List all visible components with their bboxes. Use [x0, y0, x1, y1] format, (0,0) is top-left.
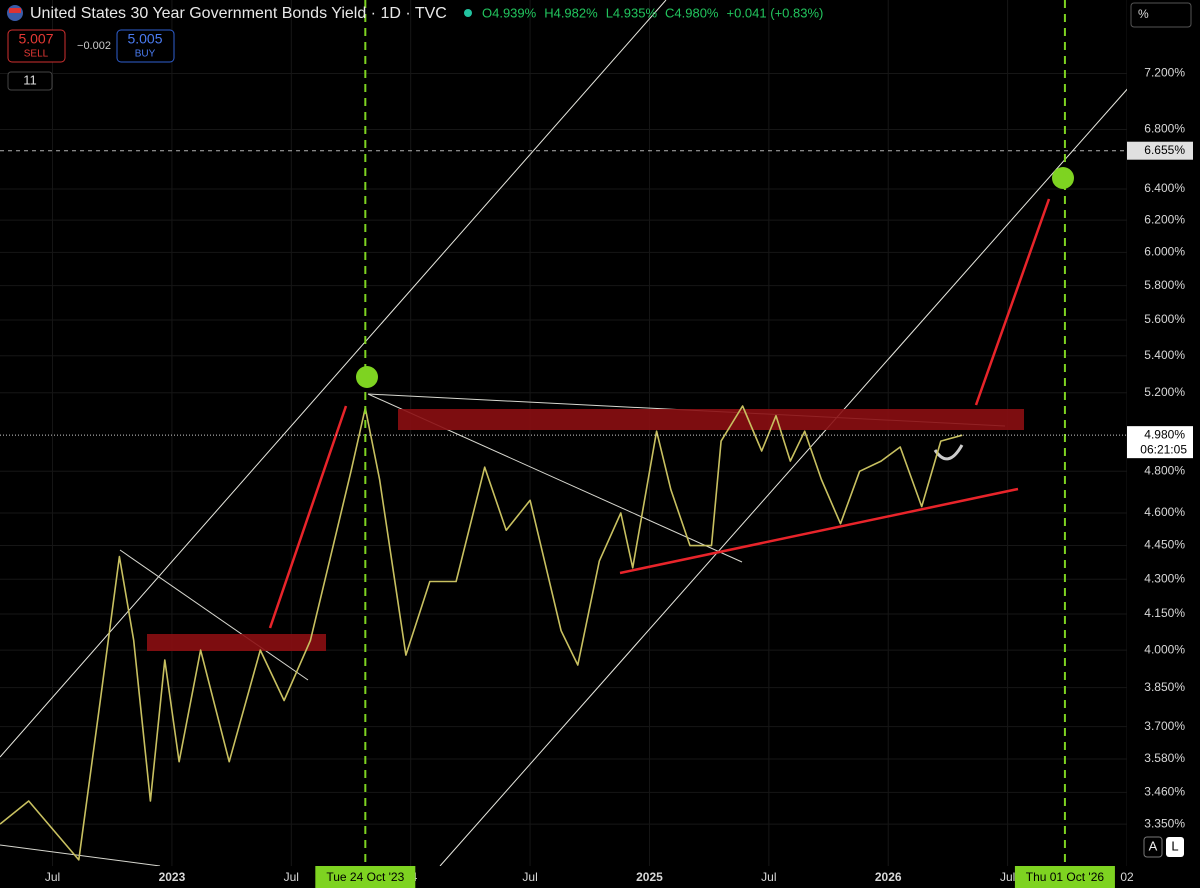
ohlc-value: H4.982%: [544, 5, 598, 20]
log-scale-button[interactable]: [1166, 837, 1184, 857]
x-tick-label: Jul: [761, 870, 776, 884]
ohlc-value: L4.935%: [606, 5, 658, 20]
indicators-toggle[interactable]: [7, 71, 53, 91]
projection-arrow: [974, 198, 1051, 406]
y-tick-label: 3.580%: [1144, 751, 1185, 765]
ohlc-value: C4.980%: [665, 5, 719, 20]
time-marker-label: Tue 24 Oct '23: [326, 870, 404, 884]
buy-button[interactable]: [116, 29, 175, 63]
axes: 7.200% 6.800% 6.400% 6.200% 6.000% 5.800% 5.60…: [45, 66, 1193, 888]
price-level-label: 4.980%: [1144, 427, 1185, 441]
plot: [0, 0, 1127, 866]
trend-line: [119, 549, 309, 681]
x-tick-label: 02: [1120, 870, 1134, 884]
spread: −0.002: [77, 40, 111, 52]
y-tick-label: 4.450%: [1144, 538, 1185, 552]
drawings: [0, 0, 1131, 867]
sell-button[interactable]: [7, 29, 66, 63]
y-tick-label: 3.460%: [1144, 785, 1185, 799]
x-tick-label: 2026: [875, 870, 902, 884]
chart-title: United States 30 Year Government Bonds Y…: [30, 5, 447, 22]
channel-line: [439, 85, 1131, 867]
y-tick-label: 7.200%: [1144, 66, 1185, 80]
y-tick-label: 5.800%: [1144, 278, 1185, 292]
x-tick-label: Jul: [522, 870, 537, 884]
price-level-label: 6.655%: [1144, 143, 1185, 157]
y-tick-label: 6.200%: [1144, 212, 1185, 226]
time-marker-box: [315, 866, 416, 888]
price-line: [0, 405, 963, 861]
y-tick-label: 6.400%: [1144, 181, 1185, 195]
time-marker-label: Thu 01 Oct '26: [1026, 870, 1105, 884]
channel-line: [0, 0, 667, 758]
y-tick-label: 4.600%: [1144, 505, 1185, 519]
x-tick-label: Jul: [284, 870, 299, 884]
grid: [0, 0, 1128, 866]
support-line: [619, 487, 1019, 575]
bar-countdown: 06:21:05: [1140, 442, 1187, 456]
unit-box[interactable]: [1130, 2, 1192, 28]
buy-label: BUY: [135, 49, 156, 60]
y-tick-label: 6.000%: [1144, 245, 1185, 259]
log-scale-label: L: [1171, 838, 1178, 853]
unit: %: [1138, 7, 1149, 21]
y-tick-label: 4.300%: [1144, 571, 1185, 585]
y-tick-label: 4.150%: [1144, 606, 1185, 620]
y-tick-label: 6.800%: [1144, 122, 1185, 136]
y-tick-label: 3.350%: [1144, 816, 1185, 830]
x-tick-label: Jul: [45, 870, 60, 884]
y-tick-label: 4.000%: [1144, 642, 1185, 656]
y-tick-label: 5.400%: [1144, 348, 1185, 362]
target-dot: [1052, 167, 1074, 189]
target-dot: [356, 366, 378, 388]
y-tick-label: 3.700%: [1144, 719, 1185, 733]
ohlc-value: O4.939%: [482, 5, 537, 20]
sell-price: 5.007: [18, 31, 53, 47]
zone: [398, 409, 1024, 430]
price-level-box: [1127, 141, 1193, 160]
y-tick-label: 4.800%: [1144, 463, 1185, 477]
auto-scale-label: A: [1149, 838, 1158, 853]
auto-scale-button[interactable]: [1143, 836, 1163, 858]
price-level-box: [1127, 426, 1193, 459]
x-tick-label: 2025: [636, 870, 663, 884]
time-axis-bg: [0, 866, 1200, 888]
zone: [147, 634, 326, 651]
header: United States 30 Year Government Bonds Y…: [7, 2, 1192, 858]
x-tick-label: Jul: [1000, 870, 1015, 884]
y-tick-label: 3.850%: [1144, 680, 1185, 694]
projection-arrow: [268, 405, 348, 629]
x-tick-label: 2023: [159, 870, 186, 884]
sell-label: SELL: [24, 49, 49, 60]
market-status: [464, 9, 472, 17]
y-tick-label: 5.600%: [1144, 312, 1185, 326]
y-tick-label: 5.200%: [1144, 385, 1185, 399]
ohlc-value: +0.041 (+0.83%): [727, 5, 824, 20]
flag-icon: [9, 8, 21, 13]
indicators-count: 11: [23, 72, 37, 87]
time-marker-box: [1014, 866, 1115, 888]
buy-price: 5.005: [127, 31, 162, 47]
